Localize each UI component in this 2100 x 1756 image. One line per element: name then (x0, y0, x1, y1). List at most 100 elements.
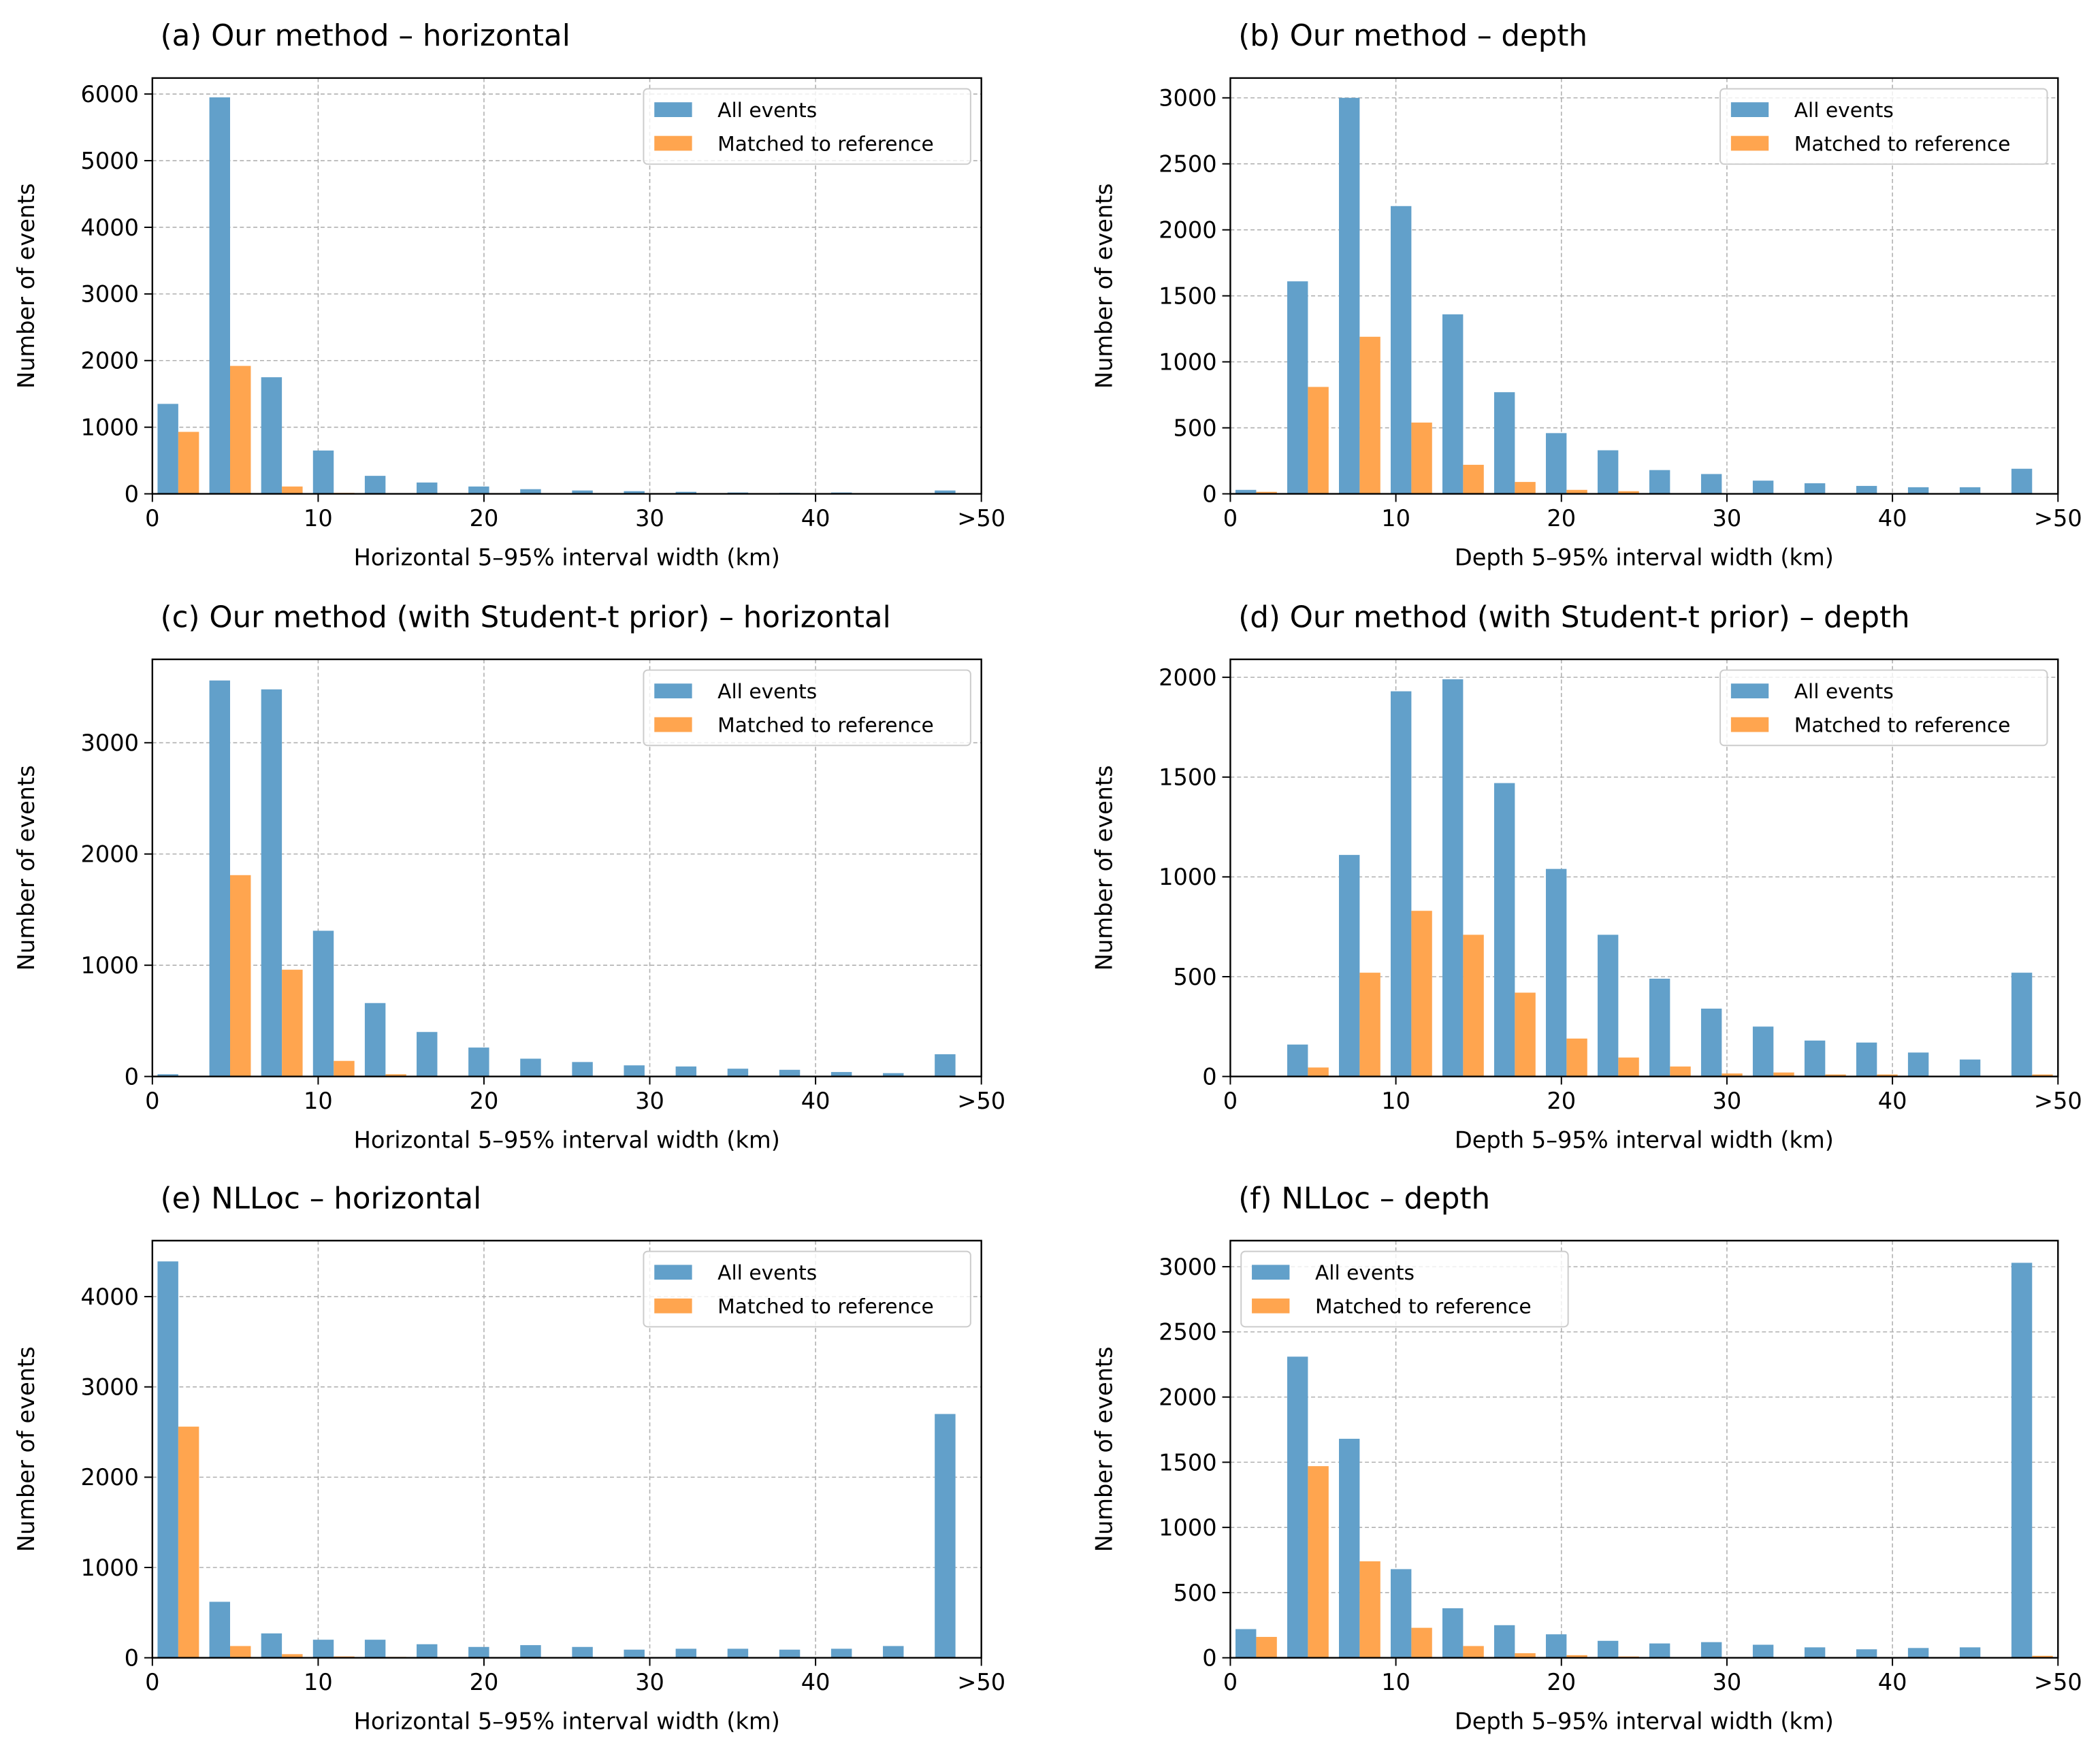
y-axis-label: Number of events (13, 1346, 39, 1552)
legend-label: All events (1315, 1261, 1415, 1284)
legend-box (643, 1250, 971, 1328)
bar (417, 482, 438, 494)
legend-label: All events (717, 679, 817, 703)
bar (209, 97, 231, 494)
bar (727, 1648, 749, 1658)
y-tick-label: 2000 (81, 841, 140, 868)
bar (1773, 1072, 1794, 1077)
bar (157, 1074, 178, 1077)
y-tick-label: 2000 (81, 1464, 140, 1491)
y-tick-label: 3000 (81, 730, 140, 756)
legend-swatch (1730, 135, 1769, 151)
bar (1308, 387, 1329, 494)
bar (1804, 1040, 1826, 1077)
x-axis-label: Depth 5–95% interval width (km) (1455, 544, 1834, 570)
bar (1566, 1655, 1587, 1658)
bar (1390, 206, 1412, 494)
bar (1256, 491, 1277, 494)
x-tick-label: 0 (1223, 1669, 1238, 1695)
bar (1545, 1634, 1567, 1658)
bar (935, 1414, 956, 1658)
bar (157, 404, 178, 494)
legend-label: All events (717, 98, 817, 122)
bar (675, 491, 697, 494)
bar (1597, 934, 1619, 1077)
y-tick-label: 6000 (81, 81, 140, 108)
x-tick-label: 0 (1223, 505, 1238, 532)
bar (675, 1648, 697, 1658)
x-axis-label: Horizontal 5–95% interval width (km) (354, 544, 780, 570)
x-tick-label: 20 (1547, 1669, 1576, 1695)
bar (1256, 1637, 1277, 1658)
bar (417, 1644, 438, 1658)
bar (1597, 1640, 1619, 1658)
bar (1235, 489, 1257, 494)
bar (675, 1066, 697, 1077)
bar (282, 969, 303, 1077)
x-tick-label: 20 (470, 505, 499, 532)
bar (468, 1646, 489, 1658)
x-tick-label: >50 (957, 1669, 1005, 1695)
bar (624, 1065, 645, 1077)
bar (1515, 1653, 1536, 1658)
bar (1959, 487, 1981, 494)
x-tick-label: >50 (957, 505, 1005, 532)
y-tick-label: 0 (1202, 1063, 1216, 1090)
x-tick-label: 10 (1381, 505, 1410, 532)
axes-frame (151, 1239, 982, 1659)
bar (312, 1640, 334, 1658)
bar (364, 1003, 386, 1077)
legend-box (643, 669, 971, 747)
bar (1339, 97, 1360, 494)
axes-frame (151, 658, 982, 1077)
legend-swatch (654, 1298, 692, 1314)
bar (209, 680, 231, 1077)
x-tick-label: 40 (1878, 1669, 1907, 1695)
bar (1618, 1057, 1639, 1077)
y-tick-label: 2000 (1159, 664, 1217, 691)
axes-frame (1229, 77, 2059, 495)
bar (1390, 691, 1412, 1077)
bar (1287, 1044, 1308, 1077)
bar (157, 1261, 178, 1658)
bar (1856, 1042, 1877, 1077)
bar (1752, 1026, 1774, 1077)
y-axis-label: Number of events (13, 765, 39, 971)
legend-box (1719, 669, 2048, 747)
bar (178, 1427, 199, 1658)
y-tick-label: 1500 (1159, 1449, 1217, 1476)
bar (178, 432, 199, 494)
bar (1700, 474, 1722, 494)
x-axis-label: Depth 5–95% interval width (km) (1455, 1708, 1834, 1734)
x-axis-label: Horizontal 5–95% interval width (km) (354, 1126, 780, 1153)
bar (1566, 489, 1587, 494)
y-tick-label: 0 (1202, 1645, 1216, 1672)
y-tick-label: 1500 (1159, 764, 1217, 791)
x-tick-label: 40 (1878, 505, 1907, 532)
legend-swatch (654, 102, 692, 117)
bar (1566, 1038, 1587, 1077)
y-tick-label: 2000 (81, 348, 140, 374)
bar (261, 1633, 282, 1658)
bar (883, 1073, 904, 1077)
bar (334, 1060, 355, 1077)
x-axis-label: Horizontal 5–95% interval width (km) (354, 1708, 780, 1734)
legend-label: Matched to reference (1315, 1295, 1532, 1318)
x-tick-label: 10 (304, 1088, 333, 1114)
bar (2011, 1263, 2033, 1658)
bar (1463, 934, 1484, 1077)
bar (1825, 1074, 1846, 1077)
legend-swatch (654, 683, 692, 699)
bar (364, 1640, 386, 1658)
bar (312, 450, 334, 494)
bar (1390, 1569, 1412, 1658)
y-tick-label: 2000 (1159, 1384, 1217, 1410)
legend-label: Matched to reference (717, 713, 934, 736)
x-tick-label: 20 (470, 1669, 499, 1695)
bar (230, 365, 251, 494)
bar (520, 489, 541, 494)
chart-title: (d) Our method (with Student-t prior) – … (1238, 600, 1909, 634)
bar (1308, 1466, 1329, 1658)
bar (209, 1601, 231, 1658)
bar (779, 1069, 801, 1077)
